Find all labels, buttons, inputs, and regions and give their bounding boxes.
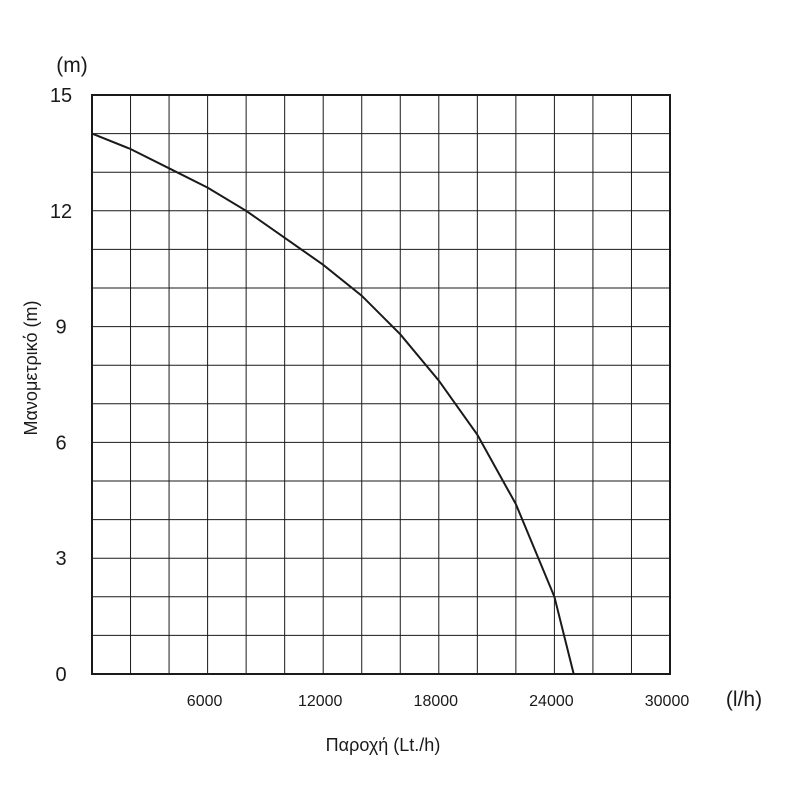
x-unit-label: (l/h) — [726, 688, 762, 711]
y-tick-label: 6 — [55, 432, 66, 454]
y-tick-label: 15 — [50, 85, 72, 107]
x-tick-label: 30000 — [645, 693, 690, 710]
x-tick-labels: 6000 12000 18000 24000 30000 — [187, 693, 690, 710]
y-tick-labels: 0 3 6 9 12 15 — [50, 85, 72, 686]
x-tick-label: 6000 — [187, 693, 223, 710]
x-tick-label: 24000 — [529, 693, 574, 710]
y-unit-label: (m) — [56, 54, 87, 77]
x-axis-title: Παροχή (Lt./h) — [326, 735, 441, 755]
series-line — [91, 132, 575, 675]
y-axis-title: Μανομετρικό (m) — [21, 301, 41, 436]
y-tick-label: 12 — [50, 201, 72, 223]
y-tick-label: 3 — [55, 548, 66, 570]
plot-frame — [91, 94, 671, 675]
y-tick-label: 9 — [55, 317, 66, 339]
x-tick-label: 12000 — [298, 693, 343, 710]
y-tick-label: 0 — [55, 664, 66, 686]
x-tick-label: 18000 — [414, 693, 459, 710]
grid — [92, 95, 670, 674]
